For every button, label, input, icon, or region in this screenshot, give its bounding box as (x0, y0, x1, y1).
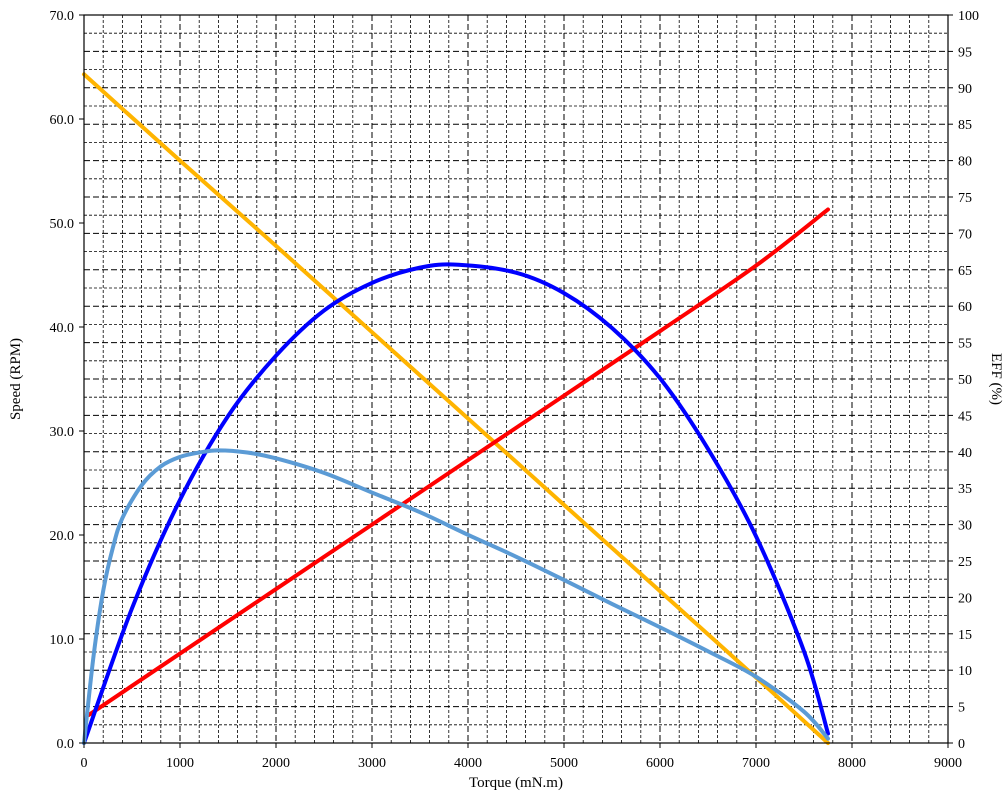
series-layer (82, 72, 830, 745)
right-tick-label: 25 (958, 555, 972, 570)
left-axis-title: Speed (RPM) (8, 338, 24, 420)
minor-gridlines (84, 15, 948, 743)
tick-marks (79, 14, 953, 748)
right-tick-label: 100 (958, 9, 979, 24)
right-tick-label: 45 (958, 409, 972, 424)
left-tick-label: 60.0 (50, 113, 75, 128)
right-tick-label: 5 (958, 701, 965, 716)
output-power-curve (82, 448, 830, 745)
x-tick-label: 5000 (550, 756, 578, 771)
x-tick-label: 8000 (838, 756, 866, 771)
left-tick-label: 0.0 (57, 737, 75, 752)
right-tick-label: 55 (958, 337, 972, 352)
right-tick-label: 10 (958, 664, 972, 679)
left-tick-label: 20.0 (50, 529, 75, 544)
x-tick-label: 4000 (454, 756, 482, 771)
major-gridlines (84, 15, 948, 743)
x-tick-label: 7000 (742, 756, 770, 771)
right-axis-tick-labels: 0 5 10 15 20 25 30 35 40 45 50 55 60 65 70 75 80 85 90 95 10… (958, 9, 979, 752)
right-tick-label: 80 (958, 155, 972, 170)
x-axis-tick-labels: 0 1000 2000 3000 4000 5000 6000 7000 8000 9000 (81, 756, 963, 771)
left-tick-label: 50.0 (50, 217, 75, 232)
left-tick-label: 10.0 (50, 633, 75, 648)
right-tick-label: 75 (958, 191, 972, 206)
x-tick-label: 9000 (934, 756, 962, 771)
left-tick-label: 30.0 (50, 425, 75, 440)
efficiency-curve (82, 262, 830, 745)
right-axis-title: EFF (%) (988, 353, 1004, 405)
left-axis-tick-labels: 0.0 10.0 20.0 30.0 40.0 50.0 60.0 70.0 (50, 9, 75, 752)
right-tick-label: 70 (958, 227, 972, 242)
left-tick-label: 40.0 (50, 321, 75, 336)
x-tick-label: 3000 (358, 756, 386, 771)
right-tick-label: 30 (958, 519, 972, 534)
right-tick-label: 40 (958, 446, 972, 461)
current-line (86, 207, 830, 717)
right-tick-label: 85 (958, 118, 972, 133)
x-tick-label: 6000 (646, 756, 674, 771)
right-tick-label: 60 (958, 300, 972, 315)
x-axis-title: Torque (mN.m) (469, 775, 563, 791)
right-tick-label: 95 (958, 45, 972, 60)
x-tick-label: 2000 (262, 756, 290, 771)
x-tick-label: 1000 (166, 756, 194, 771)
right-tick-label: 20 (958, 591, 972, 606)
right-tick-label: 0 (958, 737, 965, 752)
speed-line (82, 72, 830, 745)
right-tick-label: 90 (958, 82, 972, 97)
right-tick-label: 15 (958, 628, 972, 643)
right-tick-label: 50 (958, 373, 972, 388)
left-tick-label: 70.0 (50, 9, 75, 24)
right-tick-label: 35 (958, 482, 972, 497)
x-tick-label: 0 (81, 756, 88, 771)
right-tick-label: 65 (958, 264, 972, 279)
